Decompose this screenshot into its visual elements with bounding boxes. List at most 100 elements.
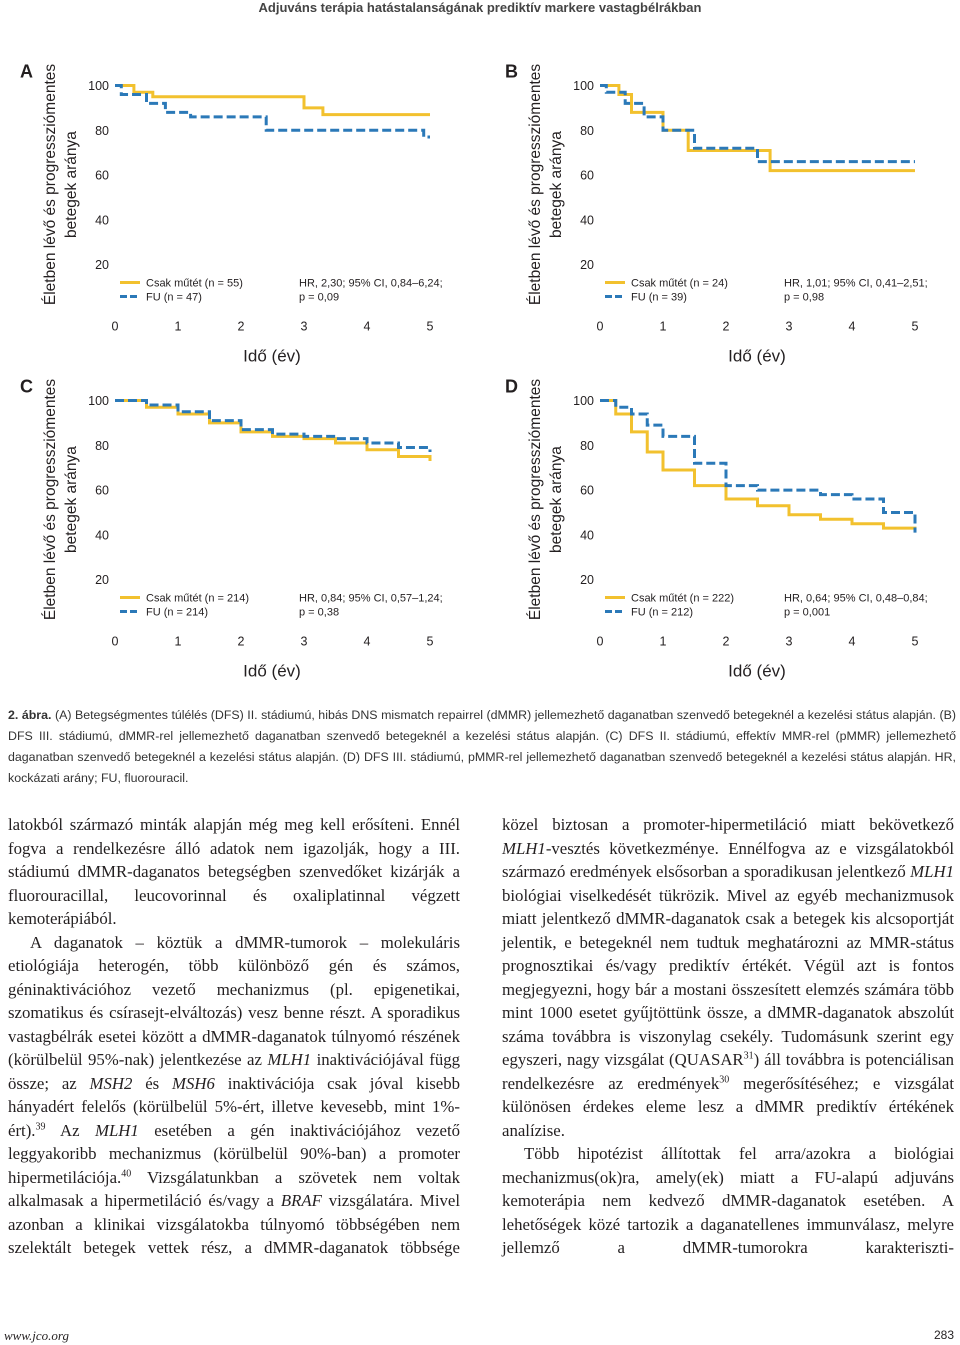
y-tick-label: 40: [95, 528, 109, 542]
x-tick-label: 4: [849, 635, 856, 649]
y-axis-label: Életben lévő és progressziómentes: [42, 64, 59, 305]
x-tick-label: 5: [427, 320, 434, 334]
x-axis-label: Idő (év): [728, 662, 786, 681]
legend-label: FU (n = 214): [146, 607, 208, 619]
survival-curve: [115, 399, 432, 453]
left-column: latokból származó minták alapján még meg…: [8, 813, 460, 1260]
survival-curve: [115, 84, 430, 139]
text-run: közel biztosan a promoter-hipermetiláció…: [502, 815, 954, 834]
survival-curve: [115, 84, 430, 117]
y-axis-label: betegek aránya: [63, 131, 80, 238]
x-tick-label: 5: [912, 320, 919, 334]
panel-letter: A: [20, 62, 33, 82]
annotation: HR, 0,84; 95% CI, 0,57–1,24;: [299, 593, 443, 605]
y-tick-label: 80: [580, 124, 594, 138]
y-tick-label: 80: [95, 124, 109, 138]
x-tick-label: 5: [912, 635, 919, 649]
figure-caption: 2. ábra. (A) Betegségmentes túlélés (DFS…: [8, 705, 956, 789]
paragraph: közel biztosan a promoter-hipermetiláció…: [502, 813, 954, 1142]
paragraph: Több hipotézist állítottak fel arra/azok…: [502, 1142, 954, 1260]
paragraph: A daganatok – köztük a dMMR-tumorok – mo…: [8, 931, 460, 1260]
y-tick-label: 40: [580, 528, 594, 542]
annotation: p = 0,001: [784, 607, 830, 619]
x-tick-label: 1: [175, 320, 182, 334]
y-tick-label: 60: [95, 169, 109, 183]
running-title: Adjuváns terápia hatástalanságának predi…: [258, 0, 702, 15]
x-tick-label: 3: [301, 635, 308, 649]
legend-label: FU (n = 212): [631, 607, 693, 619]
y-tick-label: 100: [88, 394, 109, 408]
footer-url: www.jco.org: [4, 1328, 70, 1343]
y-axis-label: Életben lévő és progressziómentes: [42, 379, 59, 620]
x-tick-label: 3: [786, 320, 793, 334]
x-tick-label: 3: [301, 320, 308, 334]
y-tick-label: 20: [95, 258, 109, 272]
right-column: közel biztosan a promoter-hipermetiláció…: [502, 813, 954, 1260]
gene-name: MLH1: [267, 1050, 312, 1069]
survival-curve: [600, 399, 917, 533]
x-tick-label: 1: [175, 635, 182, 649]
y-tick-label: 20: [95, 573, 109, 587]
text-run: ) áll továbbra is potenciálisan rendelke…: [502, 1050, 954, 1093]
annotation: HR, 0,64; 95% CI, 0,48–0,84;: [784, 593, 928, 605]
y-tick-label: 60: [580, 169, 594, 183]
text-run: esetében a gén inaktivációjához vezető l…: [8, 1120, 460, 1187]
text-run: biológiai viselkedését tükrözik. Mivel a…: [502, 885, 954, 1070]
text-run: latokból származó minták alapján még meg…: [8, 815, 460, 928]
gene-name: MLH1: [94, 1120, 139, 1140]
caption-text: (A) Betegségmentes túlélés (DFS) II. stá…: [8, 708, 956, 785]
x-tick-label: 5: [427, 635, 434, 649]
x-tick-label: 1: [660, 320, 667, 334]
x-tick-label: 3: [786, 635, 793, 649]
x-tick-label: 0: [112, 320, 119, 334]
survival-curve: [600, 84, 915, 164]
text-run: A daganatok – köztük a dMMR-tumorok – mo…: [8, 932, 460, 1070]
y-tick-label: 20: [580, 573, 594, 587]
y-tick-label: 20: [580, 258, 594, 272]
text-run: megerősítéséhez; e vizsgálat különösen é…: [502, 1073, 954, 1140]
y-tick-label: 60: [580, 484, 594, 498]
y-axis-label: betegek aránya: [548, 446, 565, 553]
annotation: HR, 1,01; 95% CI, 0,41–2,51;: [784, 278, 928, 290]
reference: 30: [719, 1073, 730, 1085]
x-tick-label: 2: [238, 320, 245, 334]
reference: 31: [743, 1050, 754, 1062]
y-tick-label: 100: [88, 79, 109, 93]
y-tick-label: 60: [95, 484, 109, 498]
text-run: inaktivációjával függ össze; az: [8, 1050, 460, 1093]
x-axis-label: Idő (év): [243, 347, 301, 366]
legend-label: Csak műtét (n = 222): [631, 593, 734, 605]
gene-name: MLH1: [910, 862, 954, 881]
x-tick-label: 2: [723, 635, 730, 649]
text-run: Több hipotézist állítottak fel arra/azok…: [502, 1144, 954, 1257]
x-tick-label: 4: [364, 635, 371, 649]
gene-name: BRAF: [280, 1191, 322, 1210]
text-run: inaktivációja csak jóval kisebb hányadér…: [8, 1073, 460, 1140]
y-tick-label: 40: [95, 213, 109, 227]
text-run: -vesztés következménye. Ennélfogva az e …: [502, 838, 954, 882]
x-tick-label: 2: [723, 320, 730, 334]
x-axis-label: Idő (év): [728, 347, 786, 366]
legend-label: Csak műtét (n = 214): [146, 593, 249, 605]
y-tick-label: 80: [95, 439, 109, 453]
x-tick-label: 0: [597, 320, 604, 334]
legend-label: Csak műtét (n = 55): [146, 278, 243, 290]
panel-letter: D: [505, 377, 518, 397]
annotation: p = 0,98: [784, 292, 824, 304]
caption-label: 2. ábra.: [8, 708, 52, 722]
x-axis-label: Idő (év): [243, 662, 301, 681]
gene-name: MLH1: [502, 838, 546, 858]
gene-name: MSH6: [172, 1073, 215, 1093]
survival-curve: [600, 399, 917, 531]
y-axis-label: betegek aránya: [548, 131, 565, 238]
figure: A Életben lévő és progressziómentes betege…: [20, 62, 928, 681]
reference: 40: [121, 1167, 132, 1179]
x-tick-label: 0: [112, 635, 119, 649]
gene-name: MSH2: [89, 1073, 133, 1093]
panel-letter: B: [505, 62, 518, 82]
x-tick-label: 4: [364, 320, 371, 334]
y-tick-label: 80: [580, 439, 594, 453]
panel-letter: C: [20, 377, 33, 397]
text-run: Az: [45, 1120, 95, 1140]
